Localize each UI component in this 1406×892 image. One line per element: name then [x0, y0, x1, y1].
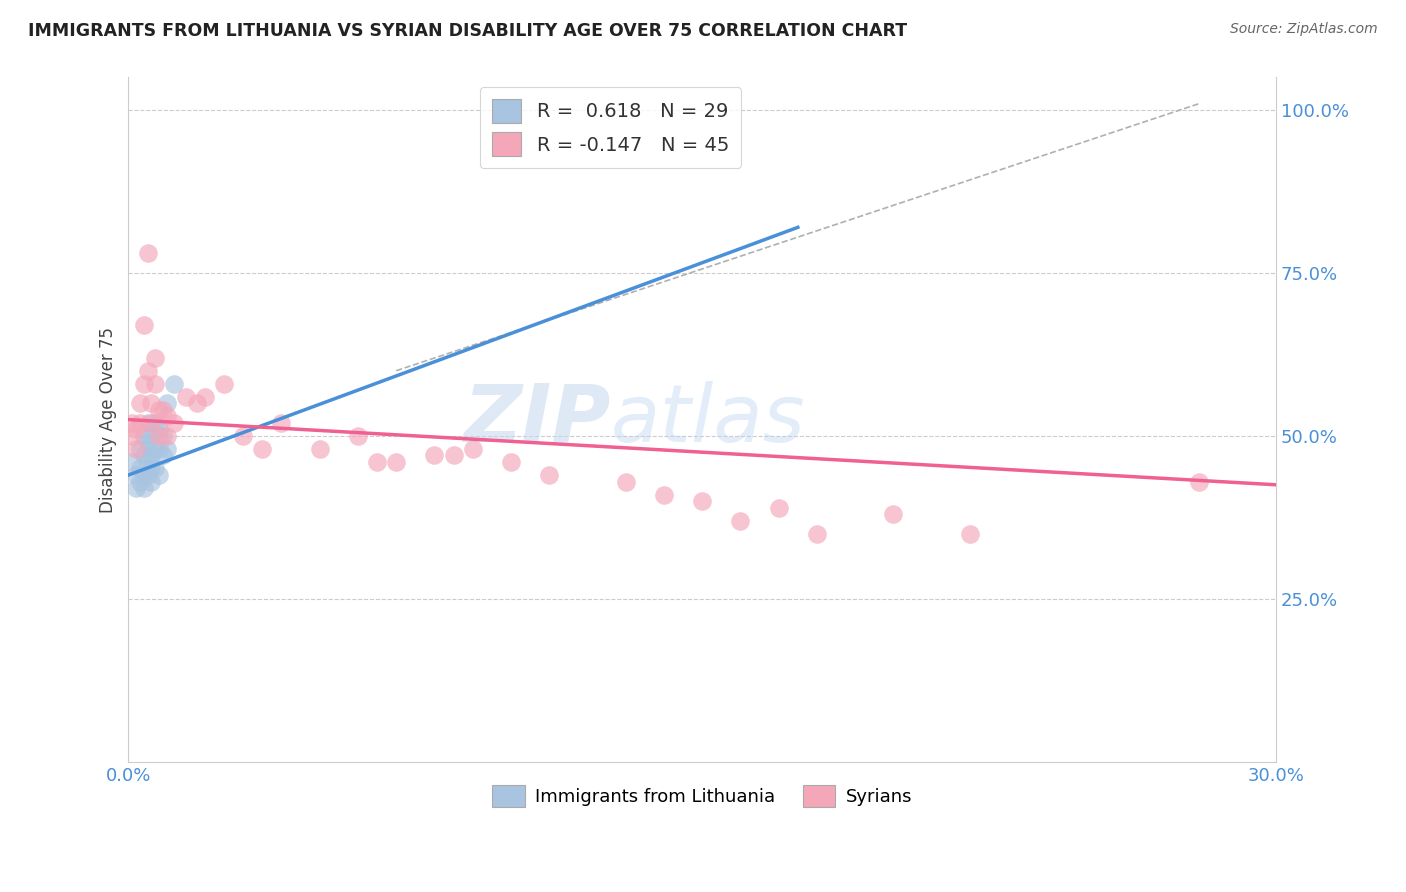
Point [141, 429, 163, 443]
Point [232, 429, 254, 443]
Point [141, 461, 163, 475]
Point [308, 442, 330, 456]
Point [347, 429, 370, 443]
Point [136, 468, 159, 483]
Point [132, 429, 155, 443]
Point [538, 468, 561, 483]
Text: IMMIGRANTS FROM LITHUANIA VS SYRIAN DISABILITY AGE OVER 75 CORRELATION CHART: IMMIGRANTS FROM LITHUANIA VS SYRIAN DISA… [28, 22, 907, 40]
Point [148, 442, 170, 456]
Point [156, 409, 179, 424]
Point [156, 429, 179, 443]
Point [143, 461, 166, 475]
Legend: Immigrants from Lithuania, Syrians: Immigrants from Lithuania, Syrians [485, 778, 920, 814]
Point [129, 416, 152, 430]
Point [174, 390, 197, 404]
Point [156, 442, 179, 456]
Point [143, 376, 166, 391]
Point [148, 468, 170, 483]
Point [959, 526, 981, 541]
Point [129, 396, 152, 410]
Point [141, 416, 163, 430]
Point [443, 449, 465, 463]
Point [730, 514, 752, 528]
Point [125, 468, 148, 483]
Point [136, 455, 159, 469]
Point [121, 455, 143, 469]
Text: atlas: atlas [610, 381, 806, 458]
Point [152, 402, 174, 417]
Point [148, 429, 170, 443]
Point [141, 475, 163, 489]
Point [143, 442, 166, 456]
Point [121, 416, 143, 430]
Point [163, 376, 186, 391]
Point [148, 402, 170, 417]
Point [136, 246, 159, 260]
Text: Source: ZipAtlas.com: Source: ZipAtlas.com [1230, 22, 1378, 37]
Point [132, 468, 155, 483]
Point [366, 455, 388, 469]
Point [152, 449, 174, 463]
Point [136, 435, 159, 450]
Point [121, 429, 143, 443]
Point [129, 475, 152, 489]
Point [652, 487, 675, 501]
Point [806, 526, 828, 541]
Point [194, 390, 217, 404]
Point [768, 500, 790, 515]
Text: ZIP: ZIP [463, 381, 610, 458]
Point [163, 416, 186, 430]
Point [141, 396, 163, 410]
Point [882, 507, 904, 521]
Point [136, 416, 159, 430]
Point [132, 318, 155, 332]
Point [125, 422, 148, 436]
Point [252, 442, 274, 456]
Point [136, 364, 159, 378]
Point [690, 494, 713, 508]
Point [423, 449, 446, 463]
Point [143, 351, 166, 365]
Point [132, 481, 155, 495]
Point [270, 416, 292, 430]
Point [129, 442, 152, 456]
Point [614, 475, 637, 489]
Point [186, 396, 208, 410]
Point [212, 376, 235, 391]
Point [148, 422, 170, 436]
Point [461, 442, 484, 456]
Point [125, 481, 148, 495]
Y-axis label: Disability Age Over 75: Disability Age Over 75 [100, 326, 117, 513]
Point [129, 461, 152, 475]
Point [125, 442, 148, 456]
Point [132, 449, 155, 463]
Point [499, 455, 522, 469]
Point [152, 429, 174, 443]
Point [1188, 475, 1211, 489]
Point [141, 449, 163, 463]
Point [132, 376, 155, 391]
Point [156, 396, 179, 410]
Point [143, 416, 166, 430]
Point [385, 455, 408, 469]
